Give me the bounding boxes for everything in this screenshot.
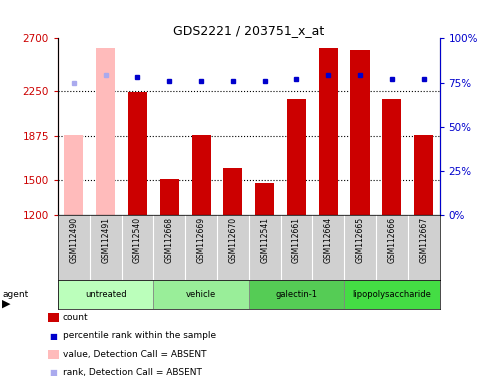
Bar	[383, 99, 401, 215]
Text: GSM112670: GSM112670	[228, 217, 237, 263]
Text: lipopolysaccharide: lipopolysaccharide	[353, 290, 431, 299]
Bar	[319, 48, 338, 215]
Text: GSM112541: GSM112541	[260, 217, 269, 263]
Bar	[344, 280, 440, 309]
Text: GSM112490: GSM112490	[70, 217, 78, 263]
Bar	[58, 280, 154, 309]
Text: GSM112661: GSM112661	[292, 217, 301, 263]
Bar	[128, 92, 147, 215]
Text: ■: ■	[50, 331, 57, 341]
Text: percentile rank within the sample: percentile rank within the sample	[63, 331, 216, 341]
Text: agent: agent	[2, 290, 28, 300]
Bar	[287, 99, 306, 215]
Bar	[223, 169, 242, 215]
Text: count: count	[63, 313, 88, 322]
Text: GSM112665: GSM112665	[355, 217, 365, 263]
Bar	[255, 184, 274, 215]
Bar	[154, 280, 249, 309]
Bar	[64, 135, 84, 215]
Text: vehicle: vehicle	[186, 290, 216, 299]
Text: value, Detection Call = ABSENT: value, Detection Call = ABSENT	[63, 350, 206, 359]
Text: untreated: untreated	[85, 290, 127, 299]
Text: GSM112668: GSM112668	[165, 217, 174, 263]
Text: rank, Detection Call = ABSENT: rank, Detection Call = ABSENT	[63, 368, 202, 377]
Bar	[414, 135, 433, 215]
Bar	[160, 179, 179, 215]
Bar	[192, 135, 211, 215]
Bar	[351, 50, 369, 215]
Text: GSM112664: GSM112664	[324, 217, 333, 263]
Title: GDS2221 / 203751_x_at: GDS2221 / 203751_x_at	[173, 24, 325, 37]
Text: GSM112669: GSM112669	[197, 217, 206, 263]
Bar	[96, 48, 115, 215]
Text: ▶: ▶	[2, 298, 11, 308]
Text: GSM112666: GSM112666	[387, 217, 397, 263]
Text: GSM112540: GSM112540	[133, 217, 142, 263]
Text: GSM112667: GSM112667	[419, 217, 428, 263]
Text: ■: ■	[50, 368, 57, 377]
Bar	[249, 280, 344, 309]
Text: GSM112491: GSM112491	[101, 217, 110, 263]
Text: galectin-1: galectin-1	[275, 290, 317, 299]
